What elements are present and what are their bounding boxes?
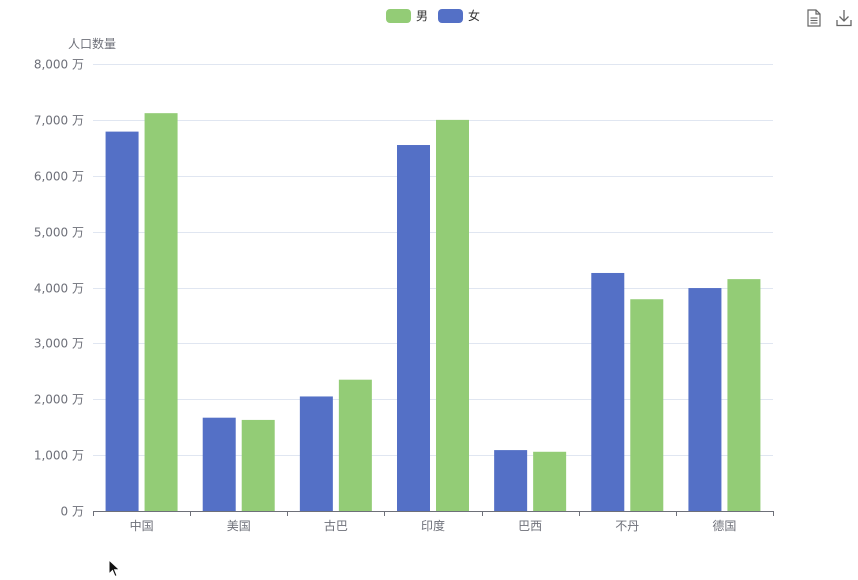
x-tick-label: 中国 bbox=[130, 518, 154, 533]
y-tick-label: 0 万 bbox=[61, 505, 84, 519]
x-tick-label: 巴西 bbox=[518, 519, 542, 533]
legend-item-male[interactable]: 男 bbox=[386, 7, 428, 24]
chart-toolbox bbox=[806, 9, 852, 27]
bar bbox=[241, 419, 275, 511]
y-tick-label: 1,000 万 bbox=[34, 449, 84, 463]
x-tick-label: 印度 bbox=[421, 518, 445, 533]
bar bbox=[688, 288, 722, 511]
bar bbox=[630, 299, 664, 511]
y-tick-label: 5,000 万 bbox=[34, 226, 84, 240]
y-tick-label: 4,000 万 bbox=[34, 282, 84, 296]
bar bbox=[338, 379, 372, 511]
x-tick-label: 古巴 bbox=[324, 518, 348, 533]
bar bbox=[727, 279, 761, 511]
bar bbox=[494, 450, 528, 511]
chart-legend: 男 女 bbox=[386, 7, 490, 24]
x-tick-label: 德国 bbox=[712, 518, 736, 533]
legend-item-female[interactable]: 女 bbox=[438, 7, 480, 24]
y-tick-label: 7,000 万 bbox=[34, 114, 84, 128]
bar bbox=[299, 396, 333, 511]
mouse-cursor-icon bbox=[108, 559, 121, 578]
y-tick-label: 2,000 万 bbox=[34, 393, 84, 407]
document-icon[interactable] bbox=[806, 9, 822, 27]
bar bbox=[202, 417, 236, 511]
bar bbox=[397, 145, 430, 512]
x-tick-label: 不丹 bbox=[615, 519, 639, 533]
legend-swatch-female bbox=[438, 8, 464, 23]
bar bbox=[436, 119, 469, 511]
legend-label-male: 男 bbox=[416, 9, 429, 23]
y-axis-title: 人口数量 bbox=[68, 37, 117, 51]
y-tick-label: 8,000 万 bbox=[34, 58, 84, 72]
legend-swatch-male bbox=[386, 8, 411, 23]
download-icon[interactable] bbox=[836, 9, 852, 27]
legend-label-female: 女 bbox=[468, 9, 481, 23]
bar bbox=[591, 272, 625, 511]
bar bbox=[105, 131, 139, 511]
x-tick-label: 美国 bbox=[227, 519, 251, 533]
y-tick-label: 3,000 万 bbox=[34, 337, 84, 351]
bar bbox=[533, 451, 567, 511]
y-tick-label: 6,000 万 bbox=[34, 170, 84, 184]
bar bbox=[144, 113, 178, 512]
